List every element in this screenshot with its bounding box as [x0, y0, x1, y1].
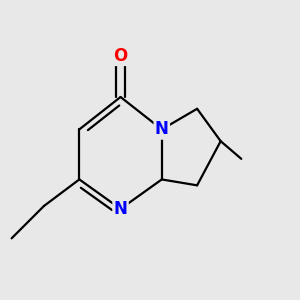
Text: N: N: [155, 120, 169, 138]
Text: N: N: [114, 200, 128, 218]
Text: O: O: [113, 47, 128, 65]
